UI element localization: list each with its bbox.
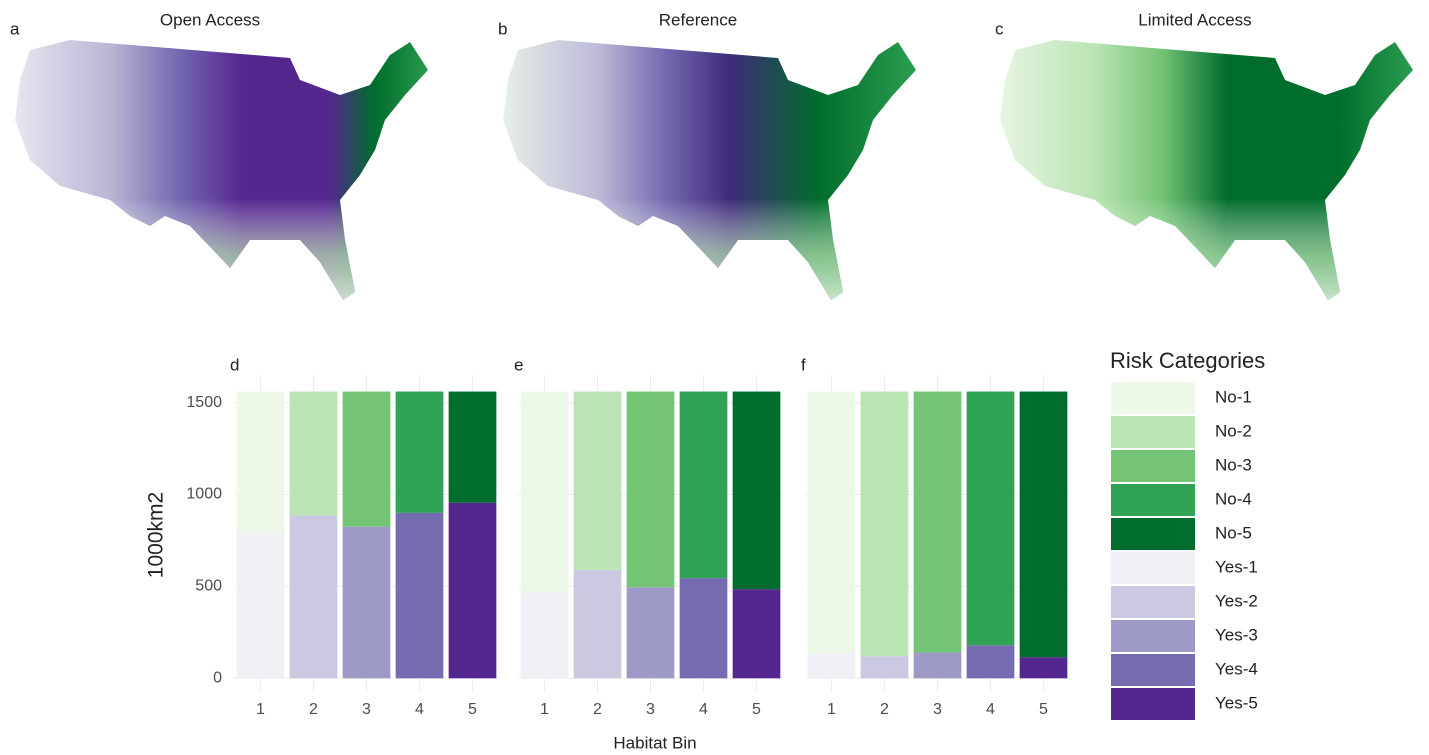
bar-segment (679, 578, 728, 679)
x-tick-label: 4 (415, 701, 424, 718)
map-label: a (10, 19, 20, 38)
bar-segment (1019, 391, 1068, 658)
bar-segment (520, 391, 569, 593)
y-tick-label: 1000 (186, 486, 222, 503)
bar-segment (807, 391, 856, 654)
bar-segment (626, 587, 675, 679)
legend-swatch (1111, 552, 1195, 584)
bar-segment (289, 391, 338, 516)
bar-segment (448, 391, 497, 503)
x-tick-label: 3 (646, 701, 655, 718)
y-tick-label: 0 (213, 670, 222, 687)
legend-swatch (1111, 654, 1195, 686)
map-label: b (498, 19, 507, 38)
legend-label: Yes-2 (1215, 591, 1258, 610)
x-tick-label: 3 (362, 701, 371, 718)
bar-segment (626, 391, 675, 588)
legend-swatch (1111, 450, 1195, 482)
x-axis-label: Habitat Bin (613, 733, 696, 752)
x-tick-label: 4 (986, 701, 995, 718)
legend-title: Risk Categories (1110, 348, 1265, 373)
legend-swatch (1111, 484, 1195, 516)
panel-label: f (801, 355, 806, 374)
bar-segment (520, 592, 569, 679)
legend-label: Yes-1 (1215, 557, 1258, 576)
bar-segment (860, 391, 909, 657)
bar-segment (448, 502, 497, 679)
x-tick-label: 3 (933, 701, 942, 718)
legend-label: No-4 (1215, 489, 1252, 508)
bar-segment (807, 653, 856, 679)
bar-segment (236, 391, 285, 534)
x-tick-label: 1 (256, 701, 265, 718)
map (15, 40, 428, 300)
x-tick-label: 5 (468, 701, 477, 718)
bar-segment (913, 652, 962, 679)
legend-label: Yes-5 (1215, 693, 1258, 712)
legend-label: Yes-3 (1215, 625, 1258, 644)
legend-swatch (1111, 382, 1195, 414)
legend-label: No-3 (1215, 455, 1252, 474)
y-tick-label: 1500 (186, 394, 222, 411)
legend-swatch (1111, 416, 1195, 448)
map-label: c (995, 19, 1004, 38)
x-tick-label: 5 (752, 701, 761, 718)
legend-swatch (1111, 586, 1195, 618)
bar-segment (966, 645, 1015, 679)
bar-segment (289, 515, 338, 679)
bar-segment (732, 391, 781, 590)
bar-segment (913, 391, 962, 653)
x-tick-label: 1 (540, 701, 549, 718)
y-axis-label: 1000km2 (145, 492, 168, 578)
bar-segment (573, 569, 622, 679)
legend-swatch (1111, 688, 1195, 720)
map (1000, 40, 1413, 300)
bar-segment (966, 391, 1015, 646)
legend-label: No-5 (1215, 523, 1252, 542)
y-tick-label: 500 (195, 578, 222, 595)
bar-segment (679, 391, 728, 579)
bar-segment (342, 526, 391, 679)
x-tick-label: 2 (880, 701, 889, 718)
bar-segment (395, 391, 444, 513)
map-title: Limited Access (1138, 10, 1251, 29)
legend-swatch (1111, 620, 1195, 652)
bar-segment (573, 391, 622, 570)
x-tick-label: 2 (309, 701, 318, 718)
legend-label: No-1 (1215, 387, 1252, 406)
x-tick-label: 5 (1039, 701, 1048, 718)
bar-segment (732, 589, 781, 679)
map-title: Open Access (160, 10, 260, 29)
legend-label: No-2 (1215, 421, 1252, 440)
bar-segment (342, 391, 391, 527)
x-tick-label: 1 (827, 701, 836, 718)
bar-segment (395, 512, 444, 679)
panel-label: d (230, 355, 239, 374)
bar-segment (236, 533, 285, 679)
x-tick-label: 4 (699, 701, 708, 718)
x-tick-label: 2 (593, 701, 602, 718)
map (503, 40, 916, 300)
bar-segment (860, 656, 909, 679)
legend-label: Yes-4 (1215, 659, 1258, 678)
bar-segment (1019, 657, 1068, 679)
panel-label: e (514, 355, 523, 374)
map-title: Reference (659, 10, 737, 29)
legend-swatch (1111, 518, 1195, 550)
